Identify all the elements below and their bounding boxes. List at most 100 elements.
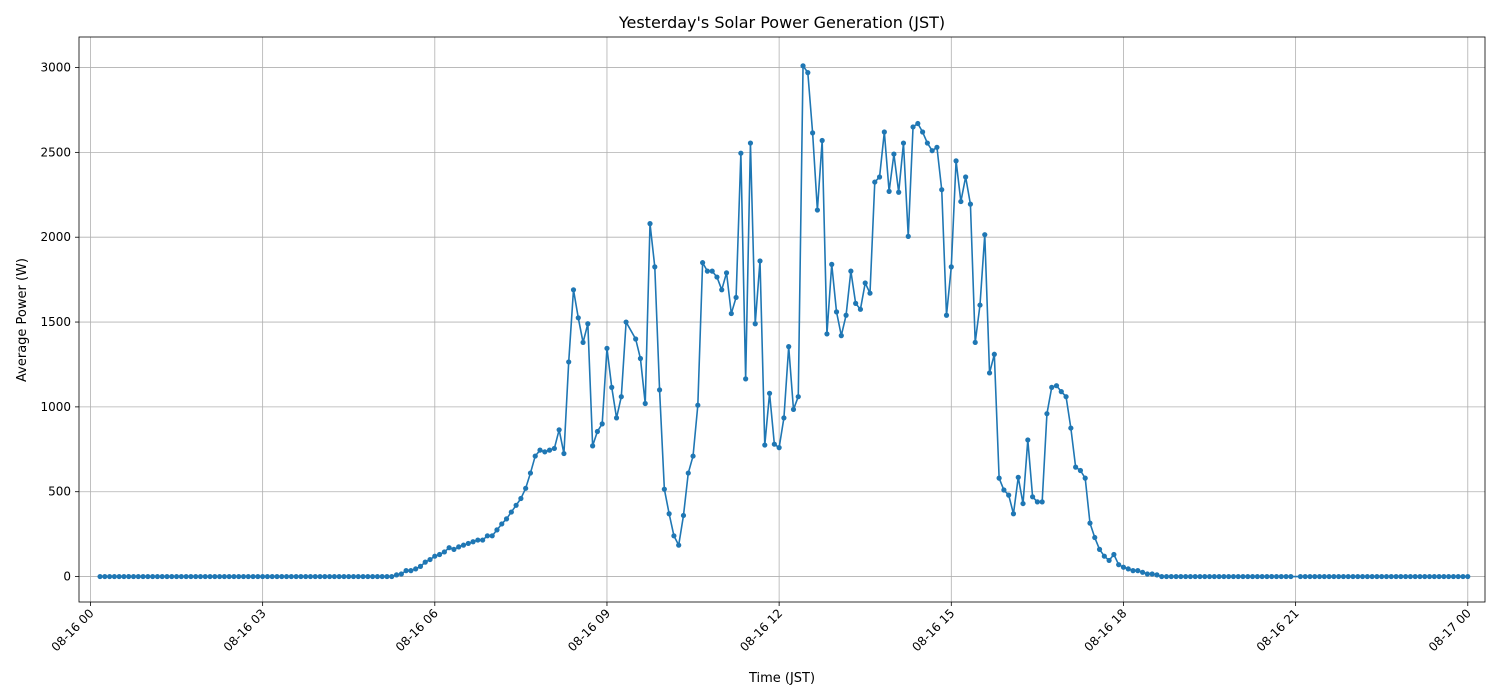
data-point	[240, 573, 247, 580]
data-point	[896, 189, 902, 195]
data-point	[403, 568, 409, 574]
data-point	[867, 290, 873, 296]
data-point	[140, 573, 146, 580]
data-point	[963, 174, 969, 180]
data-point	[1383, 573, 1390, 580]
data-point	[613, 415, 620, 421]
data-point	[1326, 573, 1332, 580]
data-point	[1412, 573, 1418, 580]
data-point	[1417, 573, 1423, 580]
y-tick-label: 500	[48, 485, 71, 499]
data-point	[298, 573, 304, 580]
data-point	[1331, 573, 1337, 580]
data-point	[417, 563, 424, 569]
data-point	[494, 527, 500, 533]
data-point	[1178, 573, 1184, 580]
data-point	[958, 198, 964, 205]
data-point	[379, 573, 385, 580]
data-point	[1235, 573, 1241, 580]
data-point	[972, 339, 978, 346]
data-point	[1111, 551, 1117, 558]
data-point	[695, 402, 701, 408]
data-point	[800, 63, 806, 69]
data-point	[920, 129, 926, 135]
data-point	[159, 573, 165, 580]
data-point	[1450, 573, 1457, 580]
data-point	[260, 573, 266, 580]
data-point	[212, 573, 218, 580]
data-point	[513, 502, 519, 508]
data-point	[1398, 573, 1404, 580]
data-point	[1288, 573, 1294, 580]
data-point	[924, 140, 930, 146]
data-point	[413, 566, 419, 572]
data-point	[1168, 573, 1174, 580]
data-point	[939, 187, 945, 193]
data-point	[1403, 573, 1409, 580]
data-point	[704, 268, 711, 274]
data-point	[1192, 573, 1198, 580]
data-point	[207, 573, 213, 580]
data-point	[843, 312, 849, 318]
data-point	[542, 449, 548, 455]
data-point	[1120, 564, 1127, 570]
data-point	[484, 533, 491, 539]
data-point	[585, 321, 591, 327]
data-point	[891, 151, 897, 157]
data-point	[1101, 553, 1107, 559]
data-point	[776, 445, 782, 451]
data-point	[1345, 573, 1351, 580]
grid-lines	[79, 37, 1485, 602]
data-point	[762, 442, 768, 448]
data-point	[322, 573, 328, 580]
data-point	[264, 573, 271, 580]
data-point	[934, 144, 940, 150]
data-point	[633, 336, 639, 342]
data-point	[173, 573, 180, 580]
data-point	[738, 150, 744, 156]
data-point	[1144, 571, 1150, 577]
data-point	[982, 232, 988, 238]
data-point	[986, 370, 993, 376]
data-point	[1106, 557, 1112, 564]
data-point	[853, 300, 859, 306]
data-point	[575, 315, 581, 321]
data-point	[1187, 573, 1194, 580]
data-point	[556, 427, 562, 433]
data-point	[317, 573, 323, 580]
data-point	[1441, 573, 1447, 580]
data-point	[154, 573, 161, 580]
data-point	[876, 174, 883, 180]
data-point	[499, 521, 505, 527]
data-point	[436, 551, 443, 558]
x-tick-label: 08-16 15	[909, 606, 957, 654]
data-point	[1465, 573, 1471, 580]
data-point	[288, 573, 294, 580]
data-point	[1446, 573, 1452, 580]
data-point	[757, 258, 763, 264]
data-point	[1082, 475, 1088, 481]
data-point	[279, 573, 285, 580]
data-point	[1015, 474, 1021, 480]
data-point	[422, 559, 428, 565]
data-point	[948, 264, 954, 270]
data-point	[1006, 492, 1012, 498]
data-point	[197, 573, 204, 580]
data-point	[719, 287, 725, 293]
data-point	[604, 345, 610, 351]
data-point	[384, 573, 390, 580]
data-point	[1087, 520, 1093, 526]
chart-title: Yesterday's Solar Power Generation (JST)	[618, 13, 945, 32]
data-point	[833, 309, 840, 315]
data-point	[570, 287, 577, 293]
data-point	[886, 188, 892, 194]
data-point	[810, 130, 816, 136]
data-point	[609, 384, 615, 390]
data-point	[929, 148, 935, 154]
data-point	[178, 573, 184, 580]
data-point	[1321, 573, 1327, 580]
data-point	[1092, 534, 1098, 541]
data-point	[503, 516, 510, 522]
data-point	[1029, 494, 1036, 500]
